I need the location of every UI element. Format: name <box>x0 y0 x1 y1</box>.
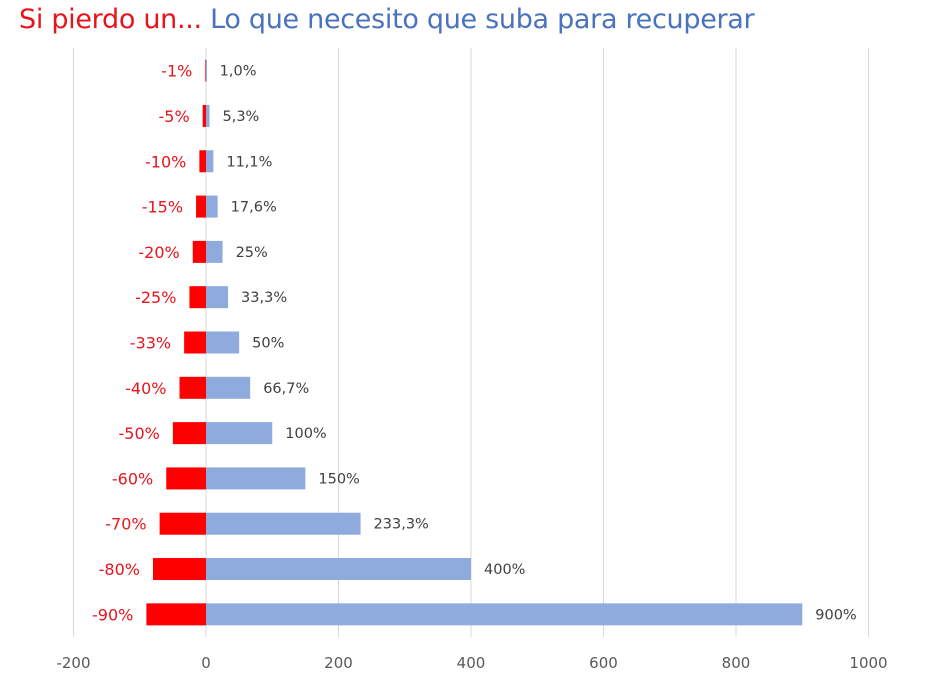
data-label: 5,3% <box>223 109 260 125</box>
data-label: 233,3% <box>374 517 429 533</box>
title-part-recovery: Lo que necesito que suba para recuperar <box>210 4 755 35</box>
loss-bar <box>179 376 206 399</box>
loss-bar <box>184 331 206 354</box>
data-label: 100% <box>285 426 326 442</box>
data-label: 17,6% <box>231 200 277 216</box>
data-label: 150% <box>318 471 359 487</box>
recovery-bar <box>206 558 471 581</box>
data-label: 25% <box>236 245 268 261</box>
category-label: -1% <box>161 62 192 81</box>
category-label: -25% <box>135 288 176 307</box>
category-label: -90% <box>92 605 133 624</box>
x-tick-label: 1000 <box>849 654 887 672</box>
category-label: -15% <box>142 198 183 217</box>
category-label: -50% <box>119 424 160 443</box>
data-label: 1,0% <box>220 64 257 80</box>
recovery-bar <box>206 104 210 127</box>
loss-bar <box>199 150 206 173</box>
title-part-loss: Si pierdo un... <box>19 4 202 35</box>
recovery-bar <box>206 240 223 263</box>
data-label: 33,3% <box>241 290 287 306</box>
chart-title: Si pierdo un... Lo que necesito que suba… <box>19 4 755 35</box>
category-label: -33% <box>130 334 171 353</box>
data-label: 66,7% <box>263 381 309 397</box>
loss-bar <box>153 558 206 581</box>
recovery-bar <box>206 286 229 309</box>
category-label: -10% <box>145 152 186 171</box>
category-label: -60% <box>112 469 153 488</box>
loss-bar <box>192 240 206 263</box>
x-tick-label: -200 <box>56 654 90 672</box>
category-label: -20% <box>138 243 179 262</box>
recovery-bar <box>206 467 306 490</box>
data-label: 50% <box>252 336 284 352</box>
recovery-bar <box>206 603 803 626</box>
x-tick-label: 400 <box>457 654 486 672</box>
loss-bar <box>172 422 206 445</box>
x-tick-label: 800 <box>722 654 751 672</box>
recovery-bar <box>206 195 218 218</box>
category-label: -40% <box>125 379 166 398</box>
category-label: -80% <box>99 560 140 579</box>
loss-bar <box>189 286 206 309</box>
data-label: 400% <box>484 562 525 578</box>
recovery-bar <box>206 512 361 535</box>
loss-bar <box>159 512 206 535</box>
x-tick-label: 200 <box>324 654 353 672</box>
loss-bar <box>146 603 206 626</box>
x-tick-label: 600 <box>589 654 618 672</box>
recovery-bar <box>206 59 207 82</box>
loss-bar <box>196 195 206 218</box>
data-label: 900% <box>815 607 856 623</box>
loss-bar <box>202 104 206 127</box>
x-tick-label: 0 <box>201 654 211 672</box>
recovery-bar <box>206 331 240 354</box>
data-label: 11,1% <box>226 154 272 170</box>
loss-bar <box>166 467 206 490</box>
recovery-bar <box>206 150 214 173</box>
recovery-bar <box>206 422 273 445</box>
category-label: -70% <box>105 515 146 534</box>
category-label: -5% <box>159 107 190 126</box>
loss-bar <box>205 59 206 82</box>
recovery-bar <box>206 376 251 399</box>
